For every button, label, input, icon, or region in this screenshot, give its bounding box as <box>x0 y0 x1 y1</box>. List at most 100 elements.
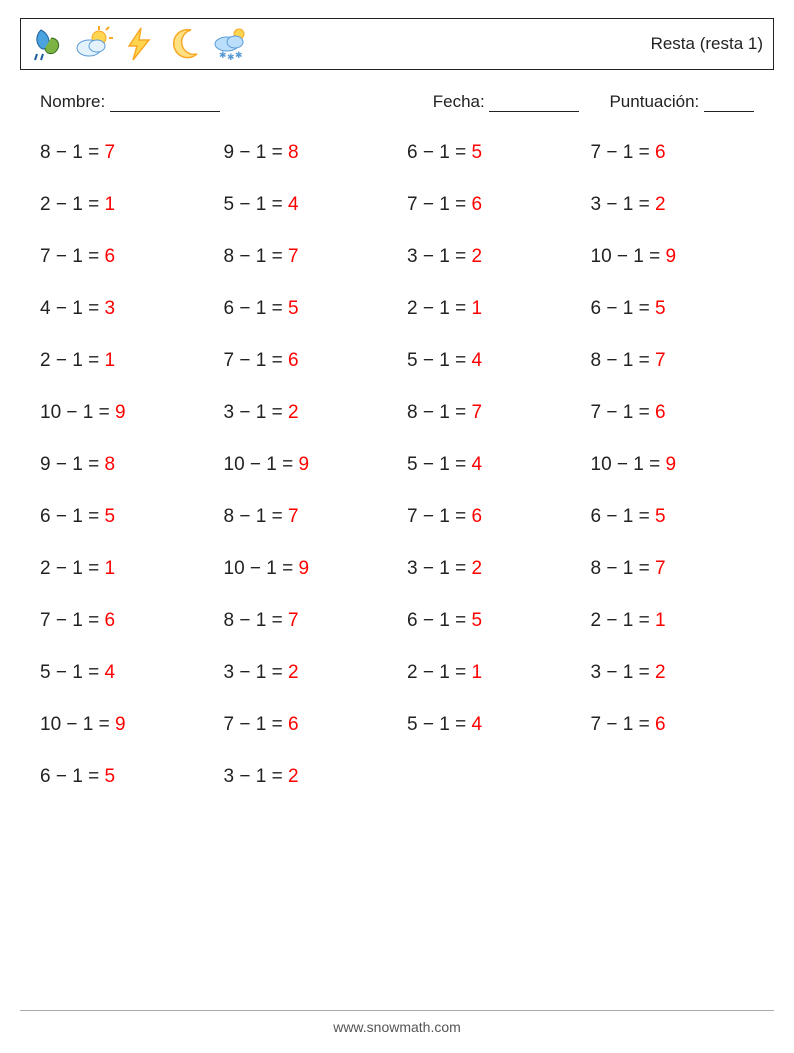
problem-answer: 7 <box>288 246 299 267</box>
moon-icon <box>165 24 205 64</box>
problem: 7 − 1 = 6 <box>591 142 765 164</box>
problem-expression: 10 − 1 = <box>224 558 299 579</box>
problem: 6 − 1 = 5 <box>407 610 581 632</box>
problem-expression: 8 − 1 = <box>224 610 288 631</box>
problem-answer: 6 <box>104 610 115 631</box>
problem-expression: 7 − 1 = <box>40 610 104 631</box>
problem-expression: 5 − 1 = <box>407 454 471 475</box>
problem: 2 − 1 = 1 <box>407 298 581 320</box>
problem: 3 − 1 = 2 <box>591 662 765 684</box>
problems-grid: 8 − 1 = 7 9 − 1 = 8 6 − 1 = 5 7 − 1 = 6 2 − … <box>40 142 764 788</box>
problem-answer: 6 <box>471 194 482 215</box>
name-field: Nombre: <box>40 92 220 112</box>
problem-expression: 6 − 1 = <box>407 142 471 163</box>
problem: 8 − 1 = 7 <box>591 350 765 372</box>
problem-answer: 2 <box>288 402 299 423</box>
problem-answer: 7 <box>104 142 115 163</box>
worksheet-title: Resta (resta 1) <box>651 34 763 54</box>
problem-answer: 4 <box>104 662 115 683</box>
problem-answer: 4 <box>288 194 299 215</box>
problem-answer: 1 <box>104 194 115 215</box>
problem: 8 − 1 = 7 <box>224 246 398 268</box>
problem-answer: 8 <box>104 454 115 475</box>
problem: 6 − 1 = 5 <box>40 766 214 788</box>
problem: 8 − 1 = 7 <box>224 506 398 528</box>
problem-answer: 1 <box>104 558 115 579</box>
problem: 6 − 1 = 5 <box>40 506 214 528</box>
score-field: Puntuación: <box>609 92 754 112</box>
problem: 3 − 1 = 2 <box>224 402 398 424</box>
problem-expression: 3 − 1 = <box>407 246 471 267</box>
problem-expression: 7 − 1 = <box>224 350 288 371</box>
problem-expression: 10 − 1 = <box>591 246 666 267</box>
problem-expression: 7 − 1 = <box>224 714 288 735</box>
problem-answer: 9 <box>666 454 677 475</box>
problem-answer: 9 <box>115 714 126 735</box>
problem: 5 − 1 = 4 <box>407 714 581 736</box>
problem-expression: 7 − 1 = <box>591 142 655 163</box>
problem-expression: 7 − 1 = <box>407 506 471 527</box>
problem-expression: 5 − 1 = <box>40 662 104 683</box>
problem: 10 − 1 = 9 <box>224 454 398 476</box>
problem-answer: 1 <box>471 662 482 683</box>
footer-line <box>20 1010 774 1011</box>
problem-expression: 5 − 1 = <box>224 194 288 215</box>
meta-left: Nombre: <box>40 92 220 112</box>
problem-expression: 8 − 1 = <box>407 402 471 423</box>
problem-answer: 7 <box>288 610 299 631</box>
problem-expression: 7 − 1 = <box>40 246 104 267</box>
problem: 5 − 1 = 4 <box>224 194 398 216</box>
problem: 4 − 1 = 3 <box>40 298 214 320</box>
problem-answer: 6 <box>288 714 299 735</box>
score-label: Puntuación: <box>609 92 699 111</box>
problem-answer: 6 <box>288 350 299 371</box>
problem-expression: 6 − 1 = <box>224 298 288 319</box>
score-blank <box>704 97 754 112</box>
problem-expression: 3 − 1 = <box>224 402 288 423</box>
problem: 3 − 1 = 2 <box>224 662 398 684</box>
problem: 2 − 1 = 1 <box>40 558 214 580</box>
meta-row: Nombre: Fecha: Puntuación: <box>40 92 754 112</box>
date-label: Fecha: <box>433 92 485 111</box>
problem-answer: 8 <box>288 142 299 163</box>
problem-expression: 8 − 1 = <box>224 246 288 267</box>
problem-expression: 10 − 1 = <box>224 454 299 475</box>
problem: 10 − 1 = 9 <box>224 558 398 580</box>
problem-answer: 5 <box>655 506 666 527</box>
problem: 9 − 1 = 8 <box>40 454 214 476</box>
problem-answer: 2 <box>471 246 482 267</box>
problem: 10 − 1 = 9 <box>591 454 765 476</box>
problem: 7 − 1 = 6 <box>407 194 581 216</box>
problem: 6 − 1 = 5 <box>407 142 581 164</box>
problem: 9 − 1 = 8 <box>224 142 398 164</box>
problem: 2 − 1 = 1 <box>40 350 214 372</box>
sun-cloud-icon <box>73 24 113 64</box>
problem: 2 − 1 = 1 <box>591 610 765 632</box>
problem-answer: 5 <box>471 142 482 163</box>
problem: 10 − 1 = 9 <box>40 714 214 736</box>
problem-answer: 6 <box>471 506 482 527</box>
problem-answer: 1 <box>471 298 482 319</box>
problem-answer: 7 <box>655 558 666 579</box>
problem-answer: 2 <box>471 558 482 579</box>
problem-expression: 2 − 1 = <box>591 610 655 631</box>
problem-answer: 7 <box>655 350 666 371</box>
problem-expression: 9 − 1 = <box>40 454 104 475</box>
problem-expression: 2 − 1 = <box>40 350 104 371</box>
problem-expression: 6 − 1 = <box>591 298 655 319</box>
problem-answer: 2 <box>655 194 666 215</box>
problem-expression: 5 − 1 = <box>407 350 471 371</box>
problem: 7 − 1 = 6 <box>224 350 398 372</box>
svg-text:✱: ✱ <box>227 52 235 62</box>
problem-expression: 10 − 1 = <box>591 454 666 475</box>
problem: 7 − 1 = 6 <box>224 714 398 736</box>
header-box: ✱✱✱ Resta (resta 1) <box>20 18 774 70</box>
problem: 5 − 1 = 4 <box>407 350 581 372</box>
problem-expression: 7 − 1 = <box>407 194 471 215</box>
problem-answer: 9 <box>299 558 310 579</box>
problem-expression: 8 − 1 = <box>40 142 104 163</box>
problem: 7 − 1 = 6 <box>407 506 581 528</box>
problem-expression: 6 − 1 = <box>591 506 655 527</box>
problem: 5 − 1 = 4 <box>407 454 581 476</box>
problem-answer: 7 <box>471 402 482 423</box>
